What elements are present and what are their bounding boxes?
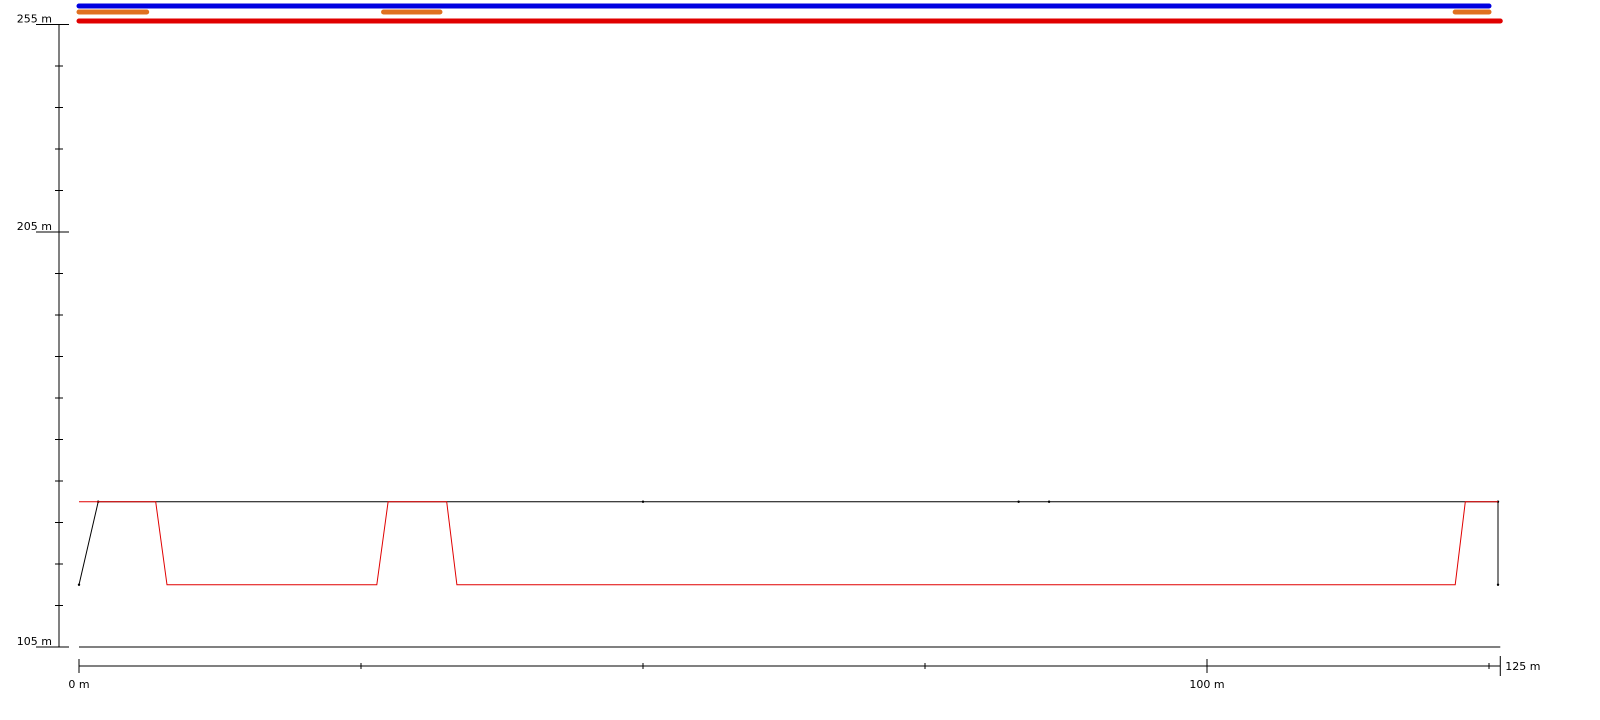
x-axis: 0 m 100 m 125 m	[68, 656, 1540, 691]
series-line-0	[78, 501, 1499, 585]
profile-series	[77, 500, 1500, 586]
y-tick-label-0: 105 m	[17, 635, 52, 648]
series-line-1	[79, 501, 1498, 586]
series-0-point-3	[1017, 500, 1020, 503]
series-0-point-6	[1496, 583, 1500, 586]
y-tick-label-1: 205 m	[17, 220, 52, 233]
series-0-point-2	[641, 500, 645, 503]
series-0-point-5	[1496, 500, 1500, 503]
y-axis: 105 m 205 m 255 m	[17, 13, 69, 648]
x-end-label: 125 m	[1505, 660, 1540, 673]
series-0-point-4	[1047, 500, 1051, 503]
y-tick-label-2: 255 m	[17, 13, 52, 26]
top-bars	[76, 3, 1503, 24]
x-tick-label-0: 0 m	[68, 678, 89, 691]
x-tick-label-4: 100 m	[1189, 678, 1224, 691]
series-0-point-0	[77, 583, 81, 586]
